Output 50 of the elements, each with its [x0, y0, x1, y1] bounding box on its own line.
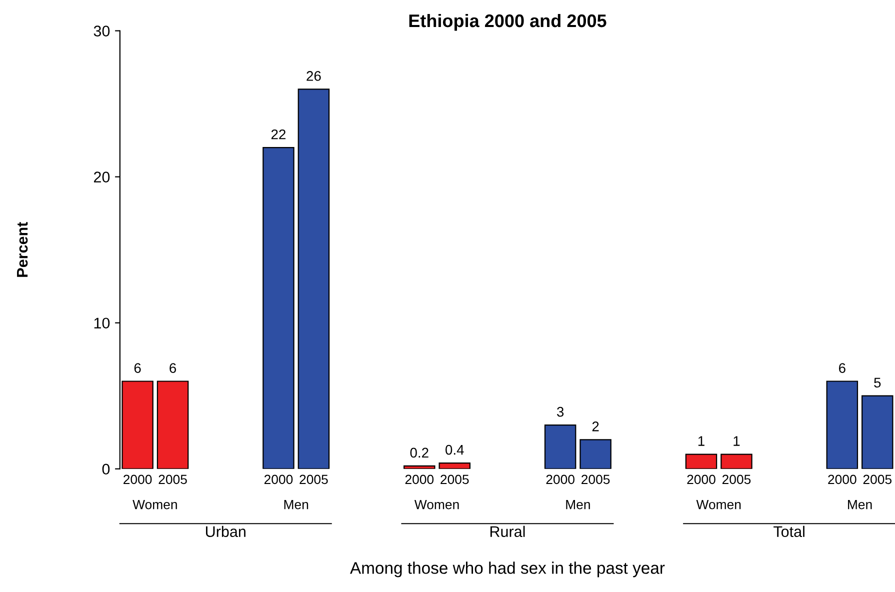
text: Women — [696, 500, 741, 510]
text: Men — [848, 500, 872, 510]
data-label: 6 — [134, 363, 141, 373]
x-tick-label: 2005 — [582, 474, 610, 484]
bar — [156, 380, 189, 469]
data-label: 1 — [698, 436, 704, 446]
bar — [720, 454, 752, 469]
text: Men — [566, 500, 590, 510]
y-tick-label: 30 — [94, 26, 110, 36]
data-label: 0.4 — [446, 444, 464, 455]
y-tick-label: 0 — [102, 464, 110, 475]
bar — [862, 395, 894, 469]
bar — [298, 88, 330, 469]
bar — [685, 454, 718, 469]
x-tick-label: 2000 — [124, 474, 152, 484]
y-axis-title: Percent — [17, 222, 28, 277]
x-tick-label: 2000 — [828, 474, 856, 484]
data-label: 0.2 — [410, 448, 428, 458]
data-label: 6 — [170, 363, 176, 373]
x-tick-label: 2005 — [722, 474, 751, 484]
bar — [826, 380, 858, 469]
x-tick-label: 2005 — [300, 474, 328, 484]
y-tick-label: 20 — [94, 172, 110, 182]
x-tick-label: 2005 — [158, 474, 187, 484]
text: Total — [774, 526, 804, 538]
bar — [438, 462, 470, 469]
x-tick-label: 2005 — [863, 474, 892, 484]
data-label: 3 — [556, 406, 564, 417]
x-tick-label: 2000 — [405, 474, 434, 484]
chart-title: Ethiopia 2000 and 2005 — [409, 14, 606, 31]
y-tick-label: 10 — [94, 318, 110, 329]
bar — [580, 439, 612, 469]
data-label: 22 — [271, 129, 286, 140]
x-tick-label: 2000 — [687, 474, 716, 484]
text: Urban — [206, 526, 246, 538]
x-tick-label: 2000 — [264, 474, 293, 484]
bar — [544, 424, 576, 469]
data-label: 1 — [734, 436, 740, 446]
data-label: 26 — [306, 71, 321, 81]
x-tick-label: 2000 — [546, 474, 574, 484]
text: Women — [414, 500, 459, 510]
text: Women — [132, 500, 177, 510]
data-label: 5 — [874, 378, 881, 388]
text: Rural — [490, 526, 525, 538]
data-label: 6 — [839, 363, 846, 373]
bar — [262, 147, 294, 469]
data-label: 2 — [592, 422, 599, 432]
text: Men — [284, 500, 308, 510]
x-tick-label: 2005 — [440, 474, 469, 484]
text: Among those who had sex in the past year — [350, 562, 665, 578]
